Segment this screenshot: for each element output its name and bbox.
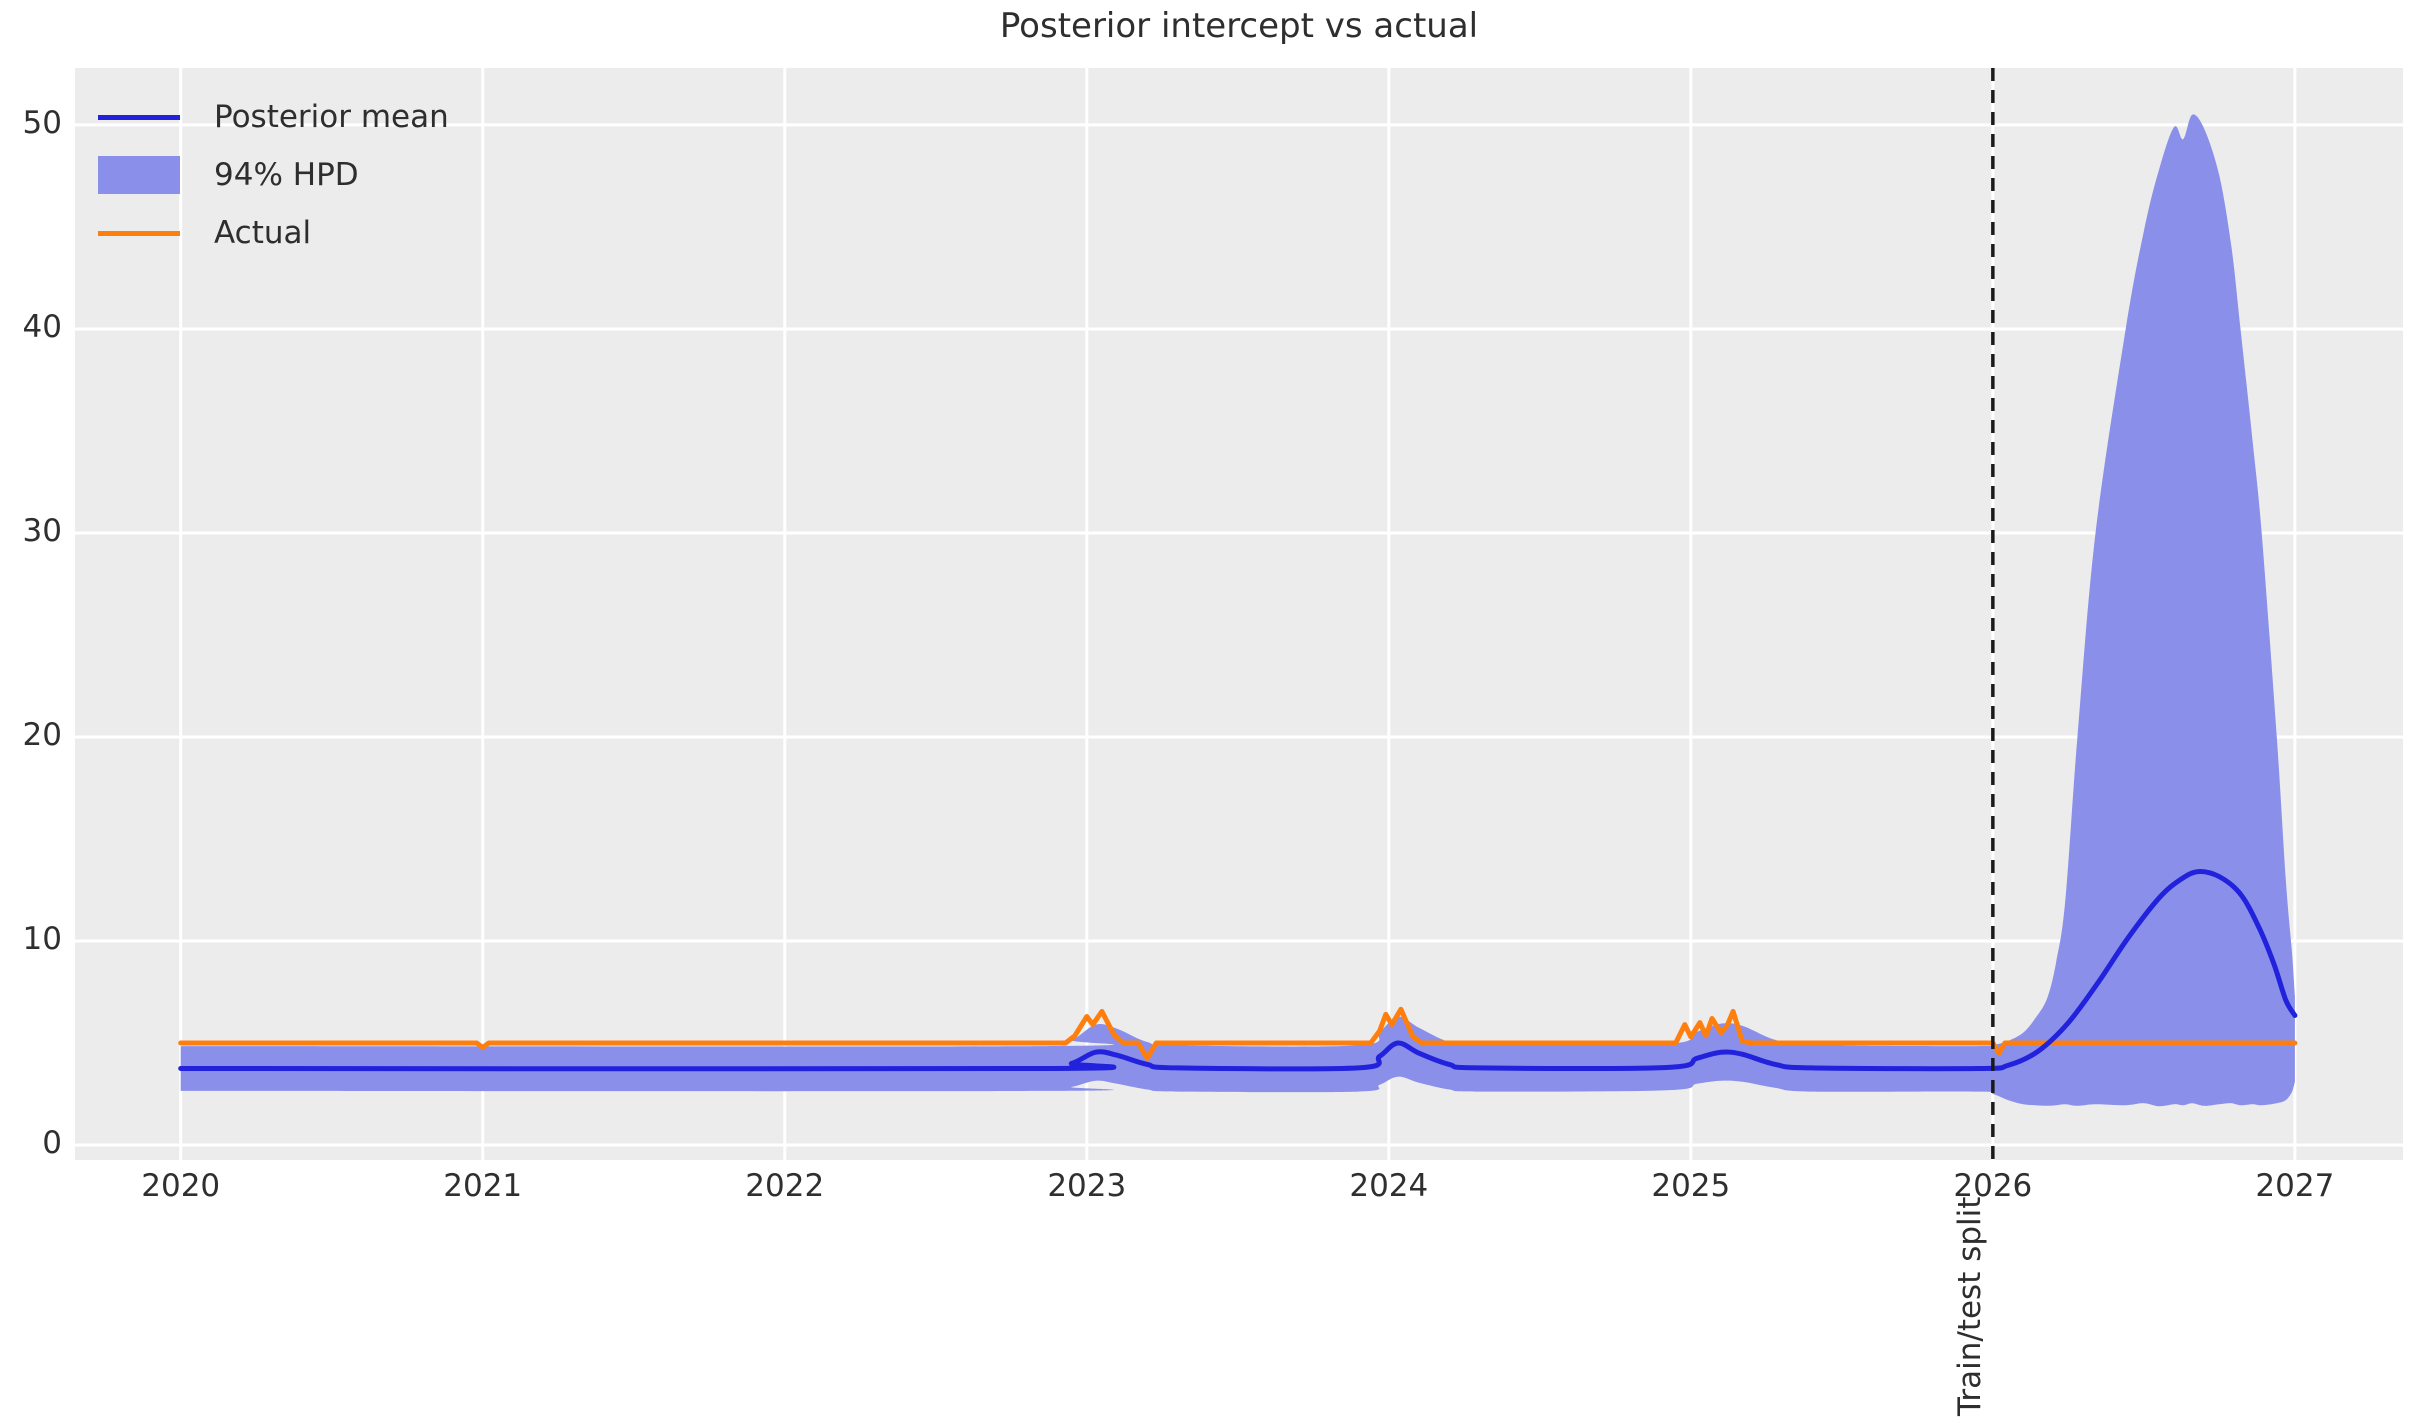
- chart-title: Posterior intercept vs actual: [999, 6, 1479, 46]
- hpd-band-swatch: [98, 156, 180, 194]
- legend-item-posterior-mean: Posterior mean: [98, 95, 449, 139]
- posterior-mean-line: [178, 869, 2298, 1072]
- x-tick-label: 2027: [2255, 1168, 2335, 1204]
- posterior-mean-line-swatch: [98, 114, 180, 120]
- x-tick-label: 2022: [745, 1168, 825, 1204]
- y-tick-label: 50: [22, 104, 62, 141]
- x-tick-label: 2020: [141, 1168, 221, 1204]
- train-test-split-label: Train/test split: [1952, 1196, 1988, 1416]
- y-tick-label: 10: [22, 920, 62, 957]
- legend-item-hpd: 94% HPD: [98, 153, 449, 197]
- x-tick-label: 2026: [1953, 1168, 2033, 1204]
- legend-label: 94% HPD: [214, 157, 359, 193]
- legend-item-actual: Actual: [98, 211, 449, 255]
- y-tick-label: 0: [42, 1125, 62, 1161]
- x-tick-label: 2023: [1047, 1168, 1127, 1204]
- actual-line: [178, 1006, 2298, 1061]
- legend-label: Actual: [214, 215, 312, 251]
- y-tick-label: 40: [22, 308, 62, 345]
- legend: Posterior mean 94% HPD Actual: [98, 95, 449, 255]
- x-tick-label: 2025: [1651, 1168, 1731, 1204]
- y-tick-label: 20: [22, 716, 62, 753]
- x-tick-label: 2024: [1349, 1168, 1429, 1204]
- actual-line-swatch: [98, 230, 180, 236]
- plot-panel: [75, 68, 2403, 1160]
- y-tick-label: 30: [22, 512, 62, 549]
- x-tick-label: 2021: [443, 1168, 523, 1204]
- legend-label: Posterior mean: [214, 99, 449, 135]
